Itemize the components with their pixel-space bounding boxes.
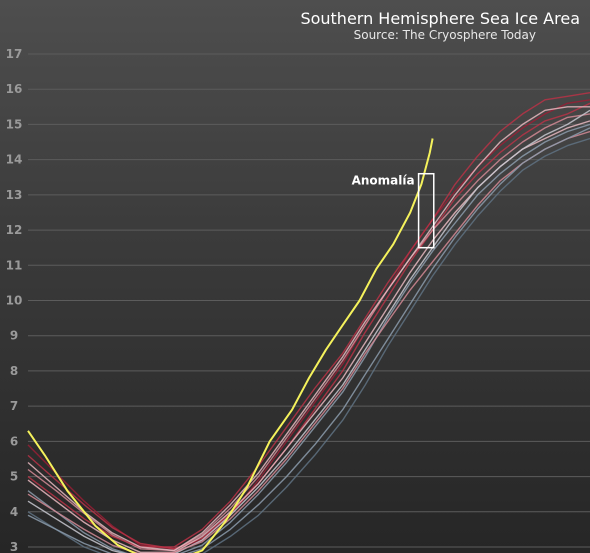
y-tick-label: 11 <box>6 258 23 272</box>
y-tick-label: 7 <box>10 399 18 413</box>
y-tick-label: 17 <box>6 47 23 61</box>
y-tick-label: 13 <box>6 188 23 202</box>
y-tick-label: 12 <box>6 223 23 237</box>
series-line-8 <box>27 92 590 548</box>
anomaly-annotation: Anomalía <box>352 172 435 249</box>
series-line-2 <box>27 102 590 550</box>
series-line-5 <box>27 123 590 553</box>
y-tick-label: 5 <box>10 470 18 484</box>
y-tick-label: 3 <box>10 540 18 553</box>
series-line-6 <box>27 109 590 553</box>
y-tick-label: 8 <box>10 364 18 378</box>
y-axis-tick-labels: 3 4 5 6 7 8 9 10 11 12 13 14 15 16 17 <box>6 47 23 553</box>
y-tick-label: 10 <box>6 294 23 308</box>
y-tick-label: 9 <box>10 329 18 343</box>
y-tick-label: 4 <box>10 505 18 519</box>
chart-subtitle: Source: The Cryosphere Today <box>354 28 536 42</box>
series-lines <box>27 92 590 553</box>
chart-title: Southern Hemisphere Sea Ice Area <box>300 9 580 28</box>
series-line-7 <box>27 137 590 553</box>
series-line-highlight <box>27 138 434 553</box>
anomaly-label: Anomalía <box>352 174 415 188</box>
series-line-11 <box>27 127 590 553</box>
series-line-1 <box>27 99 590 550</box>
anomaly-box <box>417 172 435 249</box>
y-tick-label: 14 <box>6 153 23 167</box>
y-tick-label: 6 <box>10 434 18 448</box>
series-line-10 <box>27 106 590 552</box>
y-tick-label: 16 <box>6 82 23 96</box>
y-tick-label: 15 <box>6 117 23 131</box>
